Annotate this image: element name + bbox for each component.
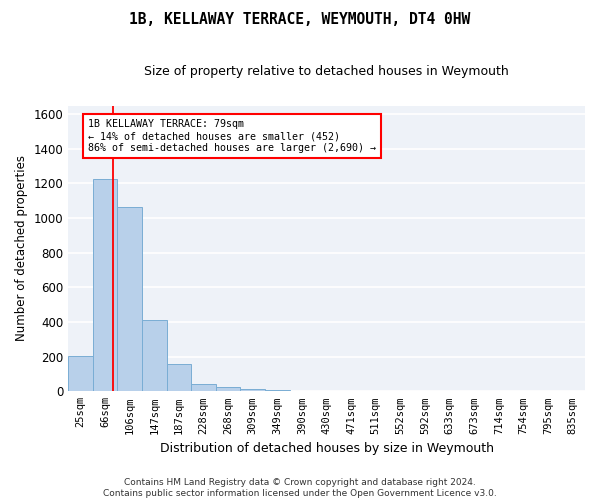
Title: Size of property relative to detached houses in Weymouth: Size of property relative to detached ho… xyxy=(144,65,509,78)
Bar xyxy=(142,320,167,392)
Bar xyxy=(167,364,191,392)
Bar xyxy=(241,388,265,392)
Bar xyxy=(93,179,118,392)
Bar xyxy=(216,387,241,392)
Text: 1B KELLAWAY TERRACE: 79sqm
← 14% of detached houses are smaller (452)
86% of sem: 1B KELLAWAY TERRACE: 79sqm ← 14% of deta… xyxy=(88,120,376,152)
Bar xyxy=(191,384,216,392)
Text: Contains HM Land Registry data © Crown copyright and database right 2024.
Contai: Contains HM Land Registry data © Crown c… xyxy=(103,478,497,498)
X-axis label: Distribution of detached houses by size in Weymouth: Distribution of detached houses by size … xyxy=(160,442,494,455)
Bar xyxy=(265,390,290,392)
Text: 1B, KELLAWAY TERRACE, WEYMOUTH, DT4 0HW: 1B, KELLAWAY TERRACE, WEYMOUTH, DT4 0HW xyxy=(130,12,470,28)
Y-axis label: Number of detached properties: Number of detached properties xyxy=(15,156,28,342)
Bar xyxy=(118,207,142,392)
Bar xyxy=(68,356,93,392)
